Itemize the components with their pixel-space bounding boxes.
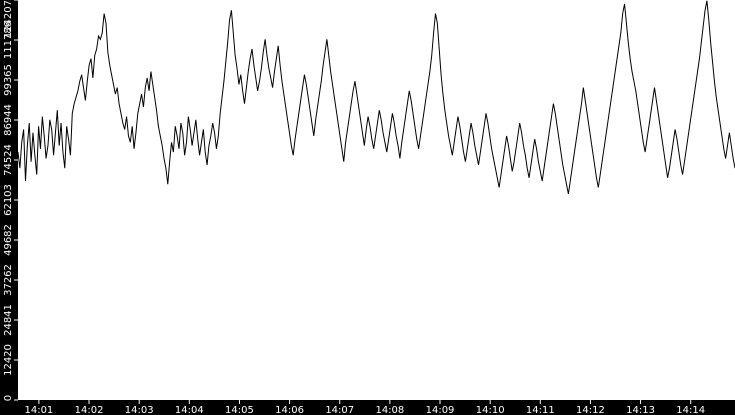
x-axis: 14:01 14:02 14:03 14:04 14:05 14:06 14:07 14:08… <box>24 400 705 415</box>
x-tick-label: 14:11 <box>526 405 555 415</box>
x-tick-label: 14:02 <box>75 405 104 415</box>
x-tick-label: 14:09 <box>426 405 455 415</box>
series-line <box>17 0 735 194</box>
x-tick-label: 14:08 <box>375 405 404 415</box>
y-tick-label: 24841 <box>3 304 14 336</box>
y-tick-label: 0 <box>3 395 14 401</box>
y-axis: 0 12420 24841 37262 49682 62103 74524 86944 9936… <box>3 0 18 401</box>
y-tick-label: 62103 <box>3 184 14 216</box>
y-tick-label: 124207 <box>3 0 14 38</box>
y-tick-label: 12420 <box>3 344 14 376</box>
y-tick-label: 99365 <box>3 64 14 96</box>
x-tick-label: 14:05 <box>225 405 254 415</box>
y-tick-label: 111786 <box>3 21 14 59</box>
x-tick-label: 14:07 <box>325 405 354 415</box>
y-tick-label: 37262 <box>3 264 14 296</box>
x-tick-label: 14:06 <box>275 405 304 415</box>
x-tick-label: 14:13 <box>626 405 655 415</box>
x-tick-label: 14:10 <box>476 405 505 415</box>
x-tick-label: 14:03 <box>125 405 154 415</box>
x-tick-label: 14:12 <box>576 405 605 415</box>
x-tick-label: 14:04 <box>175 405 204 415</box>
plot-area <box>18 0 735 400</box>
y-tick-label: 49682 <box>3 224 14 256</box>
x-tick-label: 14:14 <box>676 405 705 415</box>
y-tick-label: 86944 <box>3 104 14 136</box>
x-tick-label: 14:01 <box>24 405 53 415</box>
y-tick-label: 74524 <box>3 144 14 176</box>
